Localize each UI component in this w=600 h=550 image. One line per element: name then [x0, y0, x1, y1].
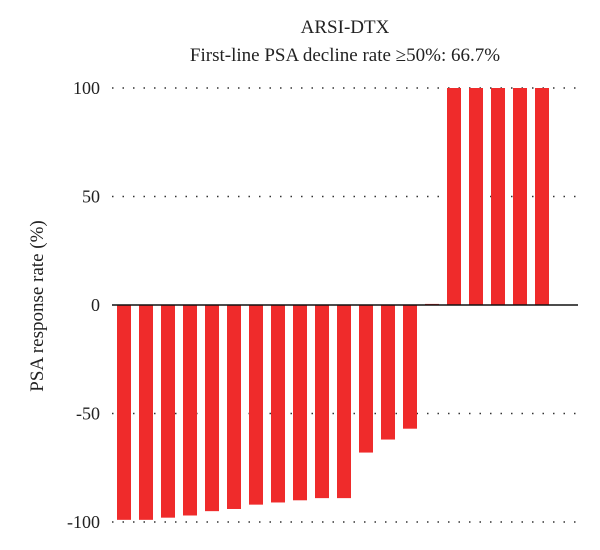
bar — [205, 305, 219, 512]
bar — [469, 88, 483, 305]
chart-subtitle: First-line PSA decline rate ≥50%: 66.7% — [189, 45, 501, 66]
bar — [271, 305, 285, 503]
y-tick-label: 50 — [82, 187, 100, 207]
bar — [139, 305, 153, 520]
bar — [249, 305, 263, 505]
y-tick-label: 100 — [73, 78, 100, 98]
y-tick-label: 0 — [91, 295, 100, 315]
bar — [183, 305, 197, 516]
bar — [359, 305, 373, 453]
y-tick-label: -50 — [76, 404, 100, 424]
bar — [337, 305, 351, 499]
bar — [447, 88, 461, 305]
bar — [513, 88, 527, 305]
bar — [161, 305, 175, 518]
bar — [293, 305, 307, 501]
bar — [403, 305, 417, 429]
bar — [227, 305, 241, 509]
bar — [117, 305, 131, 520]
bar — [535, 88, 549, 305]
chart-title: ARSI-DTX — [300, 17, 390, 38]
bar — [381, 305, 395, 440]
bar — [491, 88, 505, 305]
bar — [315, 305, 329, 499]
y-tick-label: -100 — [67, 512, 100, 532]
